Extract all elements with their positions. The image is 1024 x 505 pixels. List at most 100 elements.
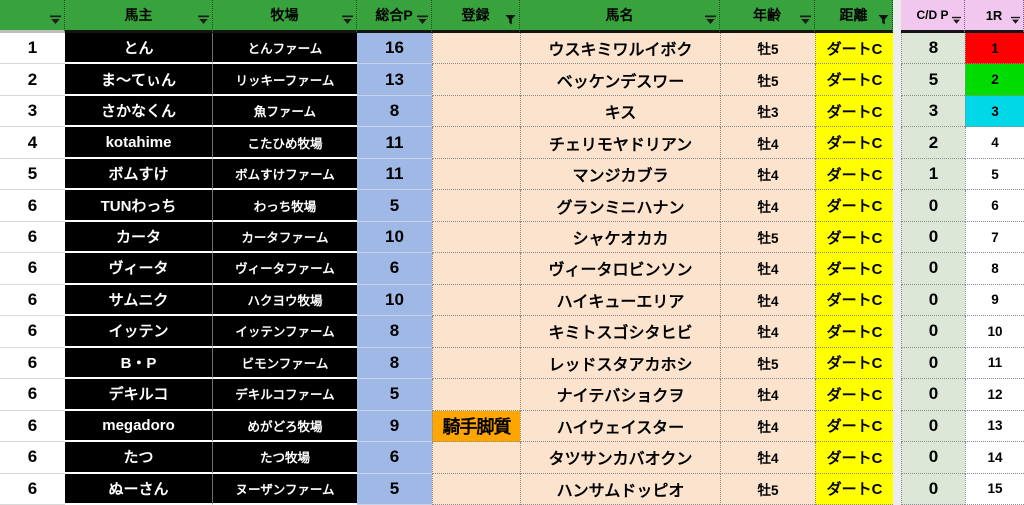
- distance-cell[interactable]: ダートC: [815, 410, 893, 443]
- total-p-cell[interactable]: 5: [357, 190, 432, 222]
- r1-cell[interactable]: 9: [965, 284, 1024, 317]
- cd-p-cell[interactable]: 0: [901, 442, 965, 474]
- rank-cell[interactable]: 6: [0, 379, 65, 411]
- horse-cell[interactable]: レッドスタアカホシ: [520, 347, 720, 380]
- owner-cell[interactable]: kotahime: [65, 127, 213, 159]
- rank-cell[interactable]: 6: [0, 473, 65, 505]
- cd-p-cell[interactable]: 0: [901, 221, 965, 254]
- header-distance[interactable]: 距離: [815, 0, 893, 33]
- horse-cell[interactable]: シャケオカカ: [520, 221, 720, 254]
- rank-cell[interactable]: 4: [0, 127, 65, 159]
- total-p-cell[interactable]: 13: [357, 64, 432, 96]
- filter-dropdown-icon[interactable]: [1011, 16, 1020, 25]
- owner-cell[interactable]: ヴィータ: [65, 253, 213, 285]
- distance-cell[interactable]: ダートC: [815, 347, 893, 380]
- age-cell[interactable]: 牡4: [720, 379, 815, 411]
- total-p-cell[interactable]: 8: [357, 347, 432, 380]
- header-registration[interactable]: 登録: [432, 0, 520, 33]
- r1-cell[interactable]: 10: [965, 316, 1024, 348]
- cd-p-cell[interactable]: 0: [901, 284, 965, 317]
- rank-cell[interactable]: 6: [0, 253, 65, 285]
- distance-cell[interactable]: ダートC: [815, 316, 893, 348]
- horse-cell[interactable]: ハンサムドッピオ: [520, 473, 720, 505]
- owner-cell[interactable]: ぬーさん: [65, 473, 213, 505]
- age-cell[interactable]: 牡4: [720, 410, 815, 443]
- r1-cell[interactable]: 11: [965, 347, 1024, 380]
- registration-cell[interactable]: [432, 64, 520, 96]
- registration-cell[interactable]: [432, 379, 520, 411]
- age-cell[interactable]: 牡4: [720, 158, 815, 191]
- registration-cell[interactable]: [432, 253, 520, 285]
- registration-cell[interactable]: [432, 95, 520, 128]
- horse-cell[interactable]: キミトスゴシタヒビ: [520, 316, 720, 348]
- rank-cell[interactable]: 6: [0, 284, 65, 317]
- age-cell[interactable]: 牡5: [720, 473, 815, 505]
- farm-cell[interactable]: たつ牧場: [213, 442, 357, 474]
- horse-cell[interactable]: キス: [520, 95, 720, 128]
- cd-p-cell[interactable]: 5: [901, 64, 965, 96]
- registration-cell[interactable]: 騎手脚質: [432, 410, 520, 443]
- header-total-p[interactable]: 総合P: [357, 0, 432, 33]
- horse-cell[interactable]: ウスキミワルイボク: [520, 33, 720, 65]
- age-cell[interactable]: 牡4: [720, 284, 815, 317]
- filter-dropdown-icon[interactable]: [417, 15, 428, 25]
- rank-cell[interactable]: 6: [0, 410, 65, 443]
- horse-cell[interactable]: ベッケンデスワー: [520, 64, 720, 96]
- age-cell[interactable]: 牡3: [720, 95, 815, 128]
- total-p-cell[interactable]: 8: [357, 316, 432, 348]
- owner-cell[interactable]: デキルコ: [65, 379, 213, 411]
- registration-cell[interactable]: [432, 221, 520, 254]
- r1-cell[interactable]: 14: [965, 442, 1024, 474]
- r1-cell[interactable]: 12: [965, 379, 1024, 411]
- owner-cell[interactable]: TUNわっち: [65, 190, 213, 222]
- rank-cell[interactable]: 3: [0, 95, 65, 128]
- distance-cell[interactable]: ダートC: [815, 190, 893, 222]
- owner-cell[interactable]: とん: [65, 33, 213, 65]
- farm-cell[interactable]: デキルコファーム: [213, 379, 357, 411]
- farm-cell[interactable]: ボムすけファーム: [213, 158, 357, 191]
- farm-cell[interactable]: わっち牧場: [213, 190, 357, 222]
- horse-cell[interactable]: マンジカブラ: [520, 158, 720, 191]
- r1-cell[interactable]: 1: [965, 33, 1024, 65]
- r1-cell[interactable]: 13: [965, 410, 1024, 443]
- cd-p-cell[interactable]: 8: [901, 33, 965, 65]
- owner-cell[interactable]: カータ: [65, 221, 213, 254]
- header-1r[interactable]: 1R: [965, 0, 1024, 33]
- total-p-cell[interactable]: 6: [357, 253, 432, 285]
- r1-cell[interactable]: 15: [965, 473, 1024, 505]
- cd-p-cell[interactable]: 3: [901, 95, 965, 128]
- cd-p-cell[interactable]: 1: [901, 158, 965, 191]
- rank-cell[interactable]: 6: [0, 190, 65, 222]
- cd-p-cell[interactable]: 2: [901, 127, 965, 159]
- distance-cell[interactable]: ダートC: [815, 33, 893, 65]
- registration-cell[interactable]: [432, 158, 520, 191]
- distance-cell[interactable]: ダートC: [815, 379, 893, 411]
- horse-cell[interactable]: ハイウェイスター: [520, 410, 720, 443]
- farm-cell[interactable]: ヴィータファーム: [213, 253, 357, 285]
- filter-funnel-icon[interactable]: [878, 14, 889, 25]
- registration-cell[interactable]: [432, 347, 520, 380]
- age-cell[interactable]: 牡5: [720, 64, 815, 96]
- farm-cell[interactable]: 魚ファーム: [213, 95, 357, 128]
- farm-cell[interactable]: ハクヨウ牧場: [213, 284, 357, 317]
- rank-cell[interactable]: 2: [0, 64, 65, 96]
- farm-cell[interactable]: こたひめ牧場: [213, 127, 357, 159]
- r1-cell[interactable]: 2: [965, 64, 1024, 96]
- distance-cell[interactable]: ダートC: [815, 64, 893, 96]
- total-p-cell[interactable]: 16: [357, 33, 432, 65]
- age-cell[interactable]: 牡5: [720, 221, 815, 254]
- farm-cell[interactable]: とんファーム: [213, 33, 357, 65]
- total-p-cell[interactable]: 11: [357, 158, 432, 191]
- rank-cell[interactable]: 6: [0, 221, 65, 254]
- distance-cell[interactable]: ダートC: [815, 442, 893, 474]
- horse-cell[interactable]: グランミニハナン: [520, 190, 720, 222]
- cd-p-cell[interactable]: 0: [901, 379, 965, 411]
- total-p-cell[interactable]: 11: [357, 127, 432, 159]
- registration-cell[interactable]: [432, 33, 520, 65]
- owner-cell[interactable]: サムニク: [65, 284, 213, 317]
- registration-cell[interactable]: [432, 190, 520, 222]
- filter-dropdown-icon[interactable]: [952, 16, 961, 25]
- age-cell[interactable]: 牡4: [720, 442, 815, 474]
- rank-cell[interactable]: 5: [0, 158, 65, 191]
- rank-cell[interactable]: 6: [0, 442, 65, 474]
